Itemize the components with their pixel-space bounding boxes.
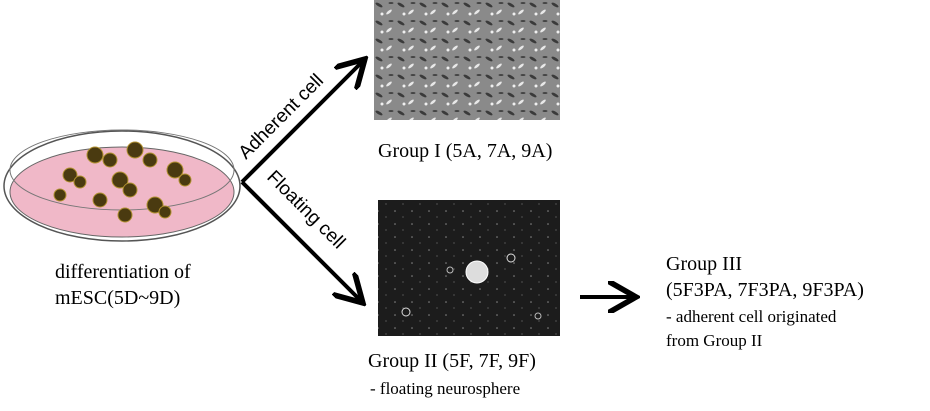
arrow [240, 62, 362, 184]
group-note: - adherent cell originated [666, 307, 837, 326]
group-members: (5F3PA, 7F3PA, 9F3PA) [666, 279, 864, 301]
arrow [240, 180, 360, 300]
arrow-label: Floating cell [262, 167, 349, 254]
dish-label: mESC(5D~9D) [55, 287, 180, 309]
group-label: Group III [666, 253, 742, 275]
arrow-label: Adherent cell [235, 70, 328, 163]
micrograph [378, 200, 560, 336]
group-label: Group II (5F, 7F, 9F) [368, 350, 536, 372]
group-note: from Group II [666, 331, 763, 350]
group-label: Group I (5A, 7A, 9A) [378, 140, 552, 162]
dish-label: differentiation of [55, 261, 191, 283]
micrograph [374, 0, 560, 120]
petri-dish [3, 129, 241, 242]
group-note: - floating neurosphere [370, 379, 520, 398]
